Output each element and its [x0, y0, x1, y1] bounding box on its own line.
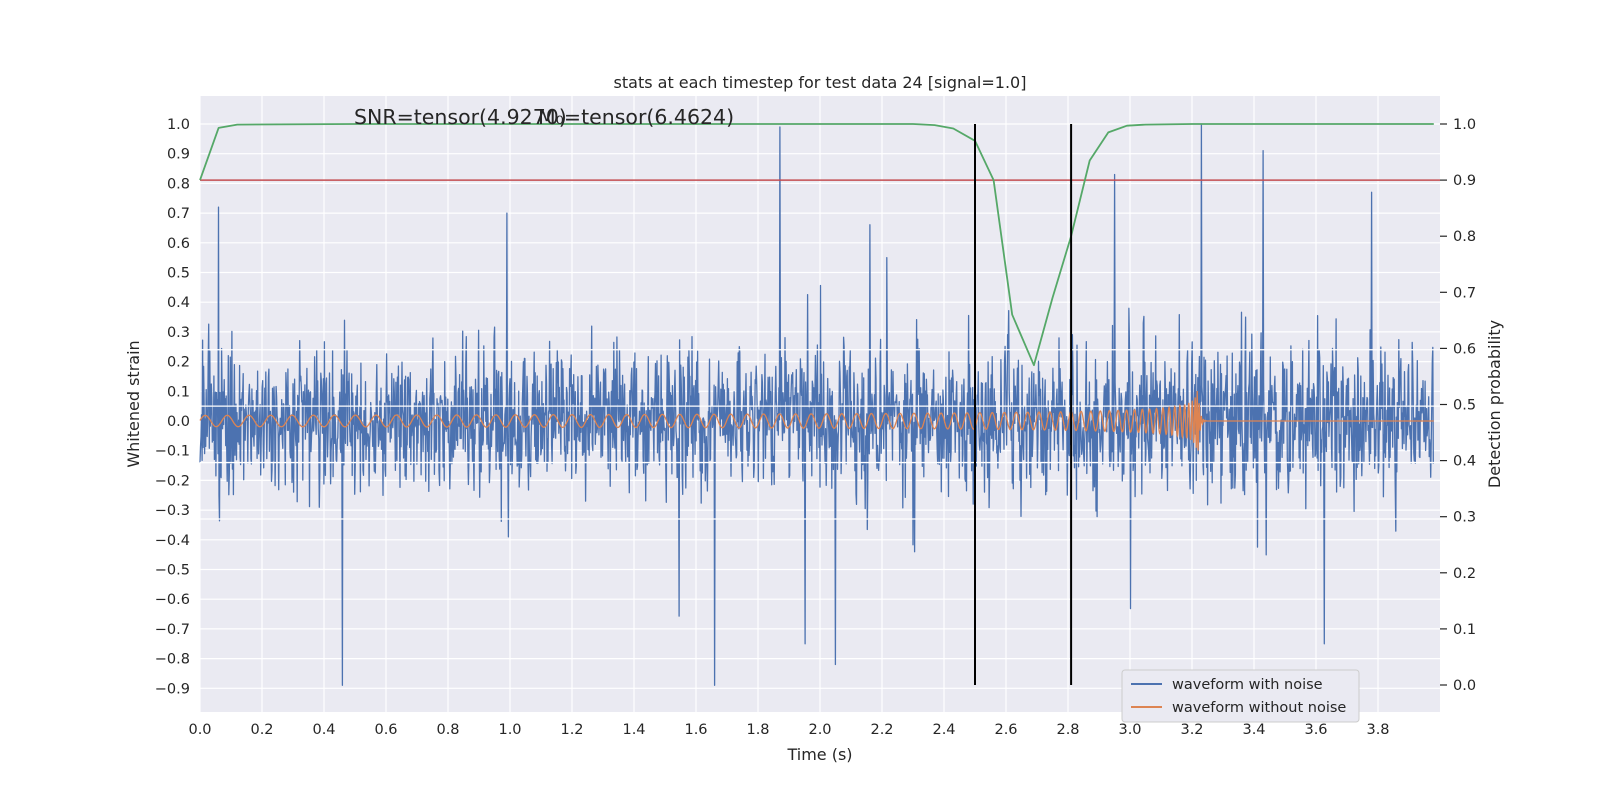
x-tick-label: 2.8 [1056, 722, 1079, 738]
legend-label-clean: waveform without noise [1172, 700, 1346, 716]
mass-annotation: M₀=tensor(6.4624) [538, 105, 734, 129]
x-tick-label: 1.6 [684, 722, 707, 738]
y-tick-label-left: −0.6 [155, 592, 190, 608]
y-tick-label-left: 0.3 [167, 325, 190, 341]
y-tick-label-right: 0.9 [1453, 173, 1476, 189]
y-tick-label-right: 0.0 [1453, 678, 1476, 694]
x-axis-label: Time (s) [786, 745, 852, 764]
y-tick-label-left: 0.7 [167, 206, 190, 222]
clean-waveform-line [199, 391, 1434, 451]
y-tick-label-left: −0.5 [155, 563, 190, 579]
x-tick-label: 0.2 [250, 722, 273, 738]
y-tick-label-right: 0.6 [1453, 341, 1476, 357]
y-tick-label-left: 0.5 [167, 266, 190, 282]
y-tick-label-right: 0.5 [1453, 398, 1476, 414]
axes-layer: 0.0 0.2 0.4 0.6 0.8 1.0 1.2 1.4 1.6 1.8 2.0 2.2 2.4 2… [155, 117, 1476, 738]
y-tick-label-left: −0.7 [155, 622, 190, 638]
x-tick-label: 3.4 [1242, 722, 1265, 738]
y-tick-label-left: −0.3 [155, 503, 190, 519]
x-tick-label: 1.8 [746, 722, 769, 738]
noisy-waveform-line [199, 123, 1434, 686]
y-tick-label-left: −0.4 [155, 533, 190, 549]
x-tick-label: 2.0 [808, 722, 831, 738]
x-tick-label: 1.0 [498, 722, 521, 738]
y-tick-label-left: 0.6 [167, 236, 190, 252]
y-tick-label-left: −0.8 [155, 652, 190, 668]
legend: waveform with noise waveform without noi… [1121, 669, 1360, 723]
y-tick-label-left: 0.0 [167, 414, 190, 430]
y-tick-label-right: 0.3 [1453, 510, 1476, 526]
x-tick-label: 3.6 [1304, 722, 1327, 738]
y-axis-label-right: Detection probability [1485, 320, 1504, 488]
y-tick-label-left: 0.4 [167, 295, 190, 311]
y-tick-label-right: 0.8 [1453, 229, 1476, 245]
data-layer [199, 123, 1440, 686]
y-axis-label-left: Whitened strain [124, 340, 143, 467]
y-tick-label-right: 0.1 [1453, 622, 1476, 638]
x-tick-label: 3.0 [1118, 722, 1141, 738]
x-tick-label: 2.6 [994, 722, 1017, 738]
snr-annotation: SNR=tensor(4.9270) [354, 105, 567, 129]
detection-probability-line [199, 123, 1434, 367]
y-tick-label-left: 0.8 [167, 176, 190, 192]
grid [199, 96, 1440, 712]
y-tick-label-left: −0.1 [155, 444, 190, 460]
x-tick-label: 1.4 [622, 722, 645, 738]
y-tick-label-left: 0.1 [167, 384, 190, 400]
x-tick-label: 1.2 [560, 722, 583, 738]
x-tick-label: 0.6 [374, 722, 397, 738]
y-tick-label-right: 1.0 [1453, 117, 1476, 133]
y-tick-label-right: 0.4 [1453, 454, 1476, 470]
x-tick-label: 0.8 [436, 722, 459, 738]
x-tick-label: 3.8 [1366, 722, 1389, 738]
x-tick-label: 2.2 [870, 722, 893, 738]
y-tick-label-right: 0.2 [1453, 566, 1476, 582]
legend-label-noise: waveform with noise [1172, 677, 1323, 693]
x-tick-label: 3.2 [1180, 722, 1203, 738]
x-tick-label: 0.4 [312, 722, 335, 738]
chart-title: stats at each timestep for test data 24 … [614, 73, 1027, 92]
x-tick-label: 0.0 [188, 722, 211, 738]
y-tick-label-left: −0.9 [155, 681, 190, 697]
x-tick-label: 2.4 [932, 722, 955, 738]
y-tick-label-left: 0.9 [167, 147, 190, 163]
y-tick-label-left: 1.0 [167, 117, 190, 133]
y-tick-label-left: 0.2 [167, 355, 190, 371]
legend-box [1121, 669, 1360, 723]
y-tick-label-left: −0.2 [155, 473, 190, 489]
y-tick-label-right: 0.7 [1453, 285, 1476, 301]
